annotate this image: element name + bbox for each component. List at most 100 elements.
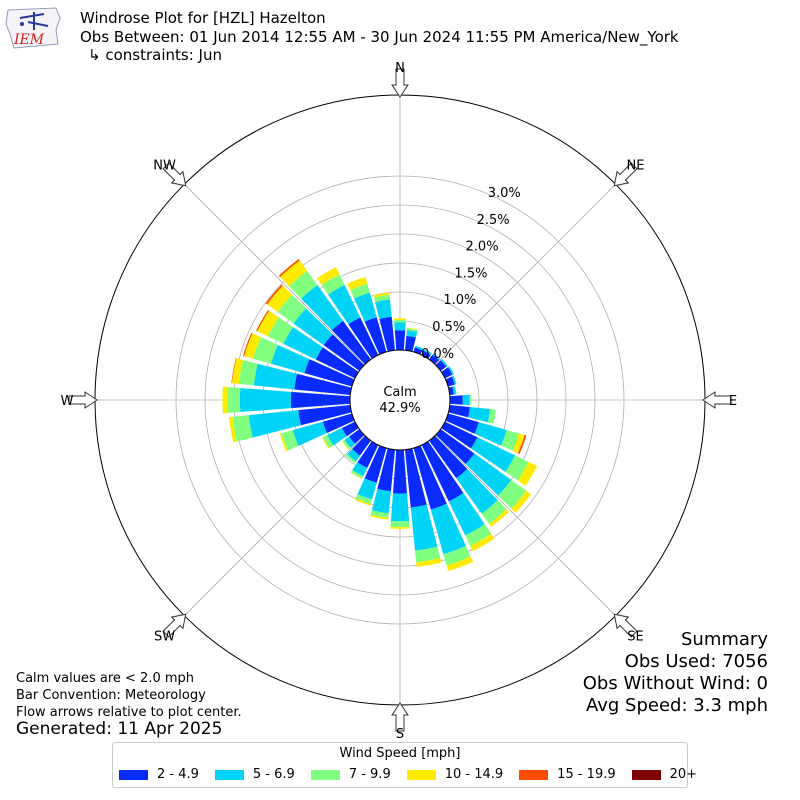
legend-items: 2 - 4.9 5 - 6.9 7 - 9.9 10 - 14.9 15 - 19.9 2… xyxy=(119,767,697,782)
bar-segment-320-3 xyxy=(280,260,308,287)
bar-segment-130-0 xyxy=(435,429,475,465)
chart-title: Windrose Plot for [HZL] Hazelton xyxy=(80,9,326,27)
bar-segment-310-0 xyxy=(323,334,365,371)
grid-spoke xyxy=(399,184,616,401)
bar-segment-150-1 xyxy=(448,493,485,536)
bar-segment-120-2 xyxy=(505,455,529,481)
bar-segment-90-1 xyxy=(462,394,470,406)
legend-swatch xyxy=(631,769,661,780)
compass-label-W: W xyxy=(61,394,74,409)
generated-date: Generated: 11 Apr 2025 xyxy=(16,719,223,739)
bar-segment-100-2 xyxy=(487,408,496,424)
bar-segment-110-3 xyxy=(512,433,525,454)
bar-segment-310-4 xyxy=(265,284,283,305)
bar-segment-250-0 xyxy=(322,413,355,433)
bar-segment-160-1 xyxy=(430,503,466,555)
summary-obs-without-wind: Obs Without Wind: 0 xyxy=(582,673,768,694)
flow-arrow-E xyxy=(702,391,732,409)
bar-segment-80-1 xyxy=(452,386,457,395)
bar-segment-10-3 xyxy=(407,327,418,331)
bar-segment-10-1 xyxy=(406,330,418,338)
bar-segment-330-2 xyxy=(321,274,345,295)
radial-tick-label: 0.5% xyxy=(432,320,465,335)
bar-segment-110-4 xyxy=(517,435,527,454)
grid-spoke xyxy=(184,399,401,616)
bar-segment-340-0 xyxy=(364,317,387,355)
bar-segment-100-0 xyxy=(448,404,470,418)
legend-item: 10 - 14.9 xyxy=(406,767,503,782)
bar-segment-350-0 xyxy=(379,316,396,352)
bar-segment-100-1 xyxy=(468,406,491,423)
bar-segment-220-2 xyxy=(345,454,356,464)
bar-segment-180-0 xyxy=(392,449,408,494)
legend-title: Wind Speed [mph] xyxy=(339,746,461,761)
bar-segment-0-1 xyxy=(394,322,406,331)
compass-label-N: N xyxy=(395,61,405,76)
legend-label: 2 - 4.9 xyxy=(157,767,199,782)
bar-segment-110-2 xyxy=(501,430,520,451)
radial-tick-label: 2.5% xyxy=(477,213,510,228)
bar-segment-240-0 xyxy=(341,421,359,437)
bar-segment-290-4 xyxy=(242,332,253,357)
bar-segment-290-2 xyxy=(253,337,278,364)
bar-segment-90-2 xyxy=(469,394,471,406)
bar-segment-110-1 xyxy=(474,422,507,446)
bar-segment-230-0 xyxy=(349,429,365,444)
bar-segment-320-0 xyxy=(331,320,371,365)
bar-segment-170-2 xyxy=(415,546,441,563)
bar-segment-190-0 xyxy=(377,448,396,492)
legend-swatch xyxy=(406,769,436,780)
bar-segment-300-1 xyxy=(283,327,323,360)
bar-segment-250-1 xyxy=(292,421,327,446)
bar-segment-310-2 xyxy=(277,294,307,324)
legend-swatch xyxy=(519,769,549,780)
bar-segment-240-3 xyxy=(322,437,330,449)
bar-segment-260-2 xyxy=(232,415,253,442)
summary-title: Summary xyxy=(681,629,768,650)
legend-label: 7 - 9.9 xyxy=(348,767,391,782)
calm-percent: 42.9% xyxy=(379,401,420,416)
calm-label: Calm xyxy=(383,385,416,400)
flow-arrows-note: Flow arrows relative to plot center. xyxy=(16,705,242,720)
bar-segment-210-0 xyxy=(357,441,379,469)
bar-segment-150-0 xyxy=(421,441,464,502)
bar-segment-160-3 xyxy=(446,556,474,571)
bar-convention: Bar Convention: Meteorology xyxy=(16,688,206,703)
legend-item: 7 - 9.9 xyxy=(310,767,391,782)
bar-segment-300-3 xyxy=(257,310,279,337)
bar-segment-330-3 xyxy=(316,267,340,285)
bar-segment-270-2 xyxy=(227,387,241,413)
bar-segment-10-2 xyxy=(406,328,418,332)
grid-spoke xyxy=(399,399,616,616)
bar-segment-260-0 xyxy=(298,404,352,426)
radial-tick-label: 3.0% xyxy=(488,186,521,201)
legend-label: 20+ xyxy=(669,767,698,782)
bar-segment-320-2 xyxy=(288,270,318,299)
bar-segment-200-0 xyxy=(364,445,387,483)
flow-arrow-W xyxy=(68,391,98,409)
bar-segment-130-1 xyxy=(465,453,512,496)
legend-item: 20+ xyxy=(631,767,698,782)
bar-segment-190-3 xyxy=(370,514,389,520)
legend: Wind Speed [mph] 2 - 4.9 5 - 6.9 7 - 9.9 10… xyxy=(112,742,697,788)
bar-segment-270-3 xyxy=(222,386,228,414)
flow-arrow-S xyxy=(391,702,409,732)
bar-segment-270-0 xyxy=(290,391,351,409)
bar-segment-310-1 xyxy=(293,308,333,346)
bar-segment-260-3 xyxy=(229,416,237,443)
bar-segment-210-1 xyxy=(352,462,368,477)
grid-spoke xyxy=(184,184,401,401)
bar-segment-140-1 xyxy=(456,468,498,514)
bar-segment-230-3 xyxy=(341,441,350,450)
calm-definition: Calm values are < 2.0 mph xyxy=(16,671,195,686)
bar-segment-130-2 xyxy=(498,479,527,509)
bar-segment-220-1 xyxy=(347,449,360,462)
bar-segment-140-0 xyxy=(429,435,468,479)
bar-segment-350-1 xyxy=(375,299,392,319)
bar-segment-200-3 xyxy=(354,498,371,506)
radial-ticks: 0.0% 0.5% 1.0% 1.5% 2.0% 2.5% 3.0% xyxy=(421,186,521,362)
bar-segment-150-3 xyxy=(470,533,495,552)
bar-segment-170-0 xyxy=(404,448,427,508)
bar-segment-200-1 xyxy=(357,478,377,500)
